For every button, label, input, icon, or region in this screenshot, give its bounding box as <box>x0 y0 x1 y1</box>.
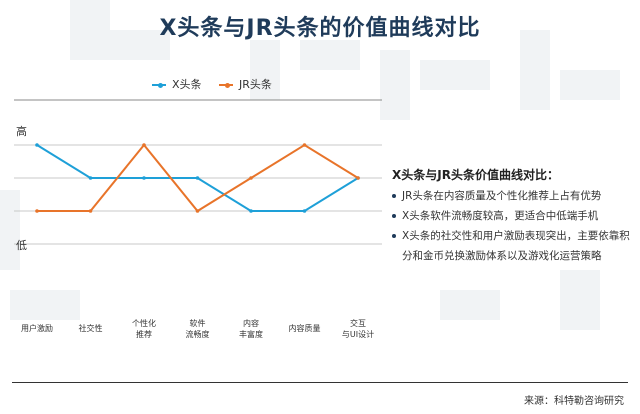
x-tick-label: 内容质量 <box>289 323 321 333</box>
data-point <box>195 209 200 213</box>
x-tick-label: 用户激励 <box>21 323 53 333</box>
data-point <box>88 209 93 213</box>
legend-item-x: X头条 <box>152 76 202 92</box>
data-point <box>302 143 307 147</box>
data-point <box>142 176 146 180</box>
x-tick-label: 软件流畅度 <box>186 318 210 339</box>
x-tick-label: 内容丰富度 <box>239 318 263 339</box>
data-point <box>195 176 200 180</box>
legend-label-x: X头条 <box>172 78 202 91</box>
legend: X头条 JR头条 <box>152 76 286 92</box>
data-point <box>142 143 146 147</box>
y-label-high: 高 <box>16 124 27 138</box>
x-tick-label: 社交性 <box>79 323 103 333</box>
source-note: 来源：科特勒咨询研究 <box>524 396 624 407</box>
data-point <box>249 209 253 213</box>
legend-dot-x <box>158 82 163 88</box>
page-title: X头条与JR头条的价值曲线对比 <box>159 16 481 41</box>
data-point <box>249 176 253 180</box>
series-layer <box>35 143 360 213</box>
bullet-item: JR头条在内容质量及个性化推荐上占有优势 <box>392 186 632 206</box>
data-point <box>35 209 39 213</box>
insight-bullets: JR头条在内容质量及个性化推荐上占有优势 X头条软件流畅度较高，更适合中低端手机… <box>392 186 632 266</box>
bullet-item: X头条软件流畅度较高，更适合中低端手机 <box>392 206 632 226</box>
bullet-item: X头条的社交性和用户激励表现突出，主要依靠积分和金币兑换激励体系以及游戏化运营策… <box>392 226 632 266</box>
x-tick-label: 个性化推荐 <box>132 318 156 339</box>
data-point <box>302 209 307 213</box>
legend-item-jr: JR头条 <box>219 76 272 92</box>
x-axis-labels: 用户激励 社交性 个性化推荐 软件流畅度 内容丰富度 内容质量 交互与UI设计 <box>21 318 374 339</box>
data-point <box>356 176 360 180</box>
data-point <box>35 143 39 147</box>
bottom-rule <box>12 382 628 383</box>
legend-dot-jr <box>225 82 231 88</box>
panel-title: X头条与JR头条价值曲线对比： <box>392 168 559 182</box>
x-tick-label: 交互与UI设计 <box>342 318 374 339</box>
y-label-low: 低 <box>16 239 27 252</box>
legend-label-jr: JR头条 <box>239 78 272 91</box>
data-point <box>88 176 93 180</box>
